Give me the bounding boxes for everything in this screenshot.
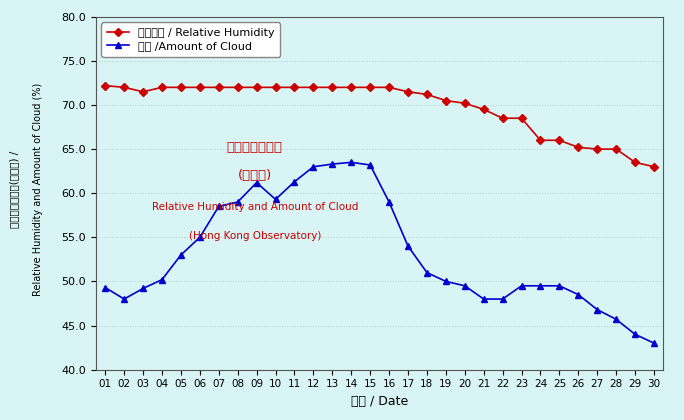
Text: Relative Humidity and Amount of Cloud (%): Relative Humidity and Amount of Cloud (%… [33, 82, 42, 296]
Text: Relative Humidity and Amount of Cloud: Relative Humidity and Amount of Cloud [152, 202, 358, 213]
Legend: 相對濕度 / Relative Humidity, 雲量 /Amount of Cloud: 相對濕度 / Relative Humidity, 雲量 /Amount of … [101, 22, 280, 57]
X-axis label: 日期 / Date: 日期 / Date [351, 395, 408, 408]
Text: 相對濕度及雲量(百分比) /: 相對濕度及雲量(百分比) / [9, 150, 18, 228]
Text: (Hong Kong Observatory): (Hong Kong Observatory) [189, 231, 321, 241]
Text: (天文台): (天文台) [237, 169, 272, 182]
Text: 相對濕度及雲量: 相對濕度及雲量 [226, 141, 282, 154]
